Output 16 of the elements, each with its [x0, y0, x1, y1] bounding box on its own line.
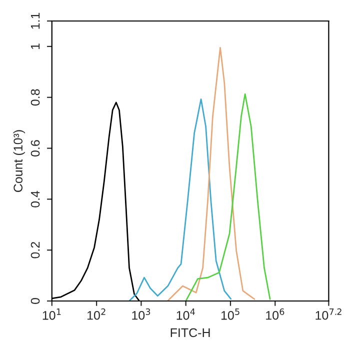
- y-tick-label: 1: [30, 44, 40, 49]
- y-tick-label: 0.8: [30, 89, 40, 106]
- x-tick-label: 10$^{7.2}$: [316, 308, 342, 320]
- x-tick-label: 10$^{3}$: [132, 308, 150, 320]
- y-tick-label: 0.6: [30, 140, 40, 156]
- y-tick-label: 0: [30, 298, 40, 304]
- x-tick-label: 10$^{1}$: [42, 308, 61, 320]
- x-tick-label: 10$^{6}$: [266, 308, 284, 320]
- x-axis-title: FITC-H: [170, 328, 210, 338]
- x-tick-label: 10$^{5}$: [221, 308, 240, 320]
- y-tick-label: 0.2: [30, 242, 40, 258]
- y-axis-title: Count (10³): [13, 130, 25, 192]
- y-tick-label: 0.4: [30, 190, 40, 208]
- y-tick-label: 1.1: [30, 12, 40, 29]
- x-tick-label: 10$^{4}$: [176, 308, 195, 320]
- x-tick-label: 10$^{2}$: [88, 308, 106, 320]
